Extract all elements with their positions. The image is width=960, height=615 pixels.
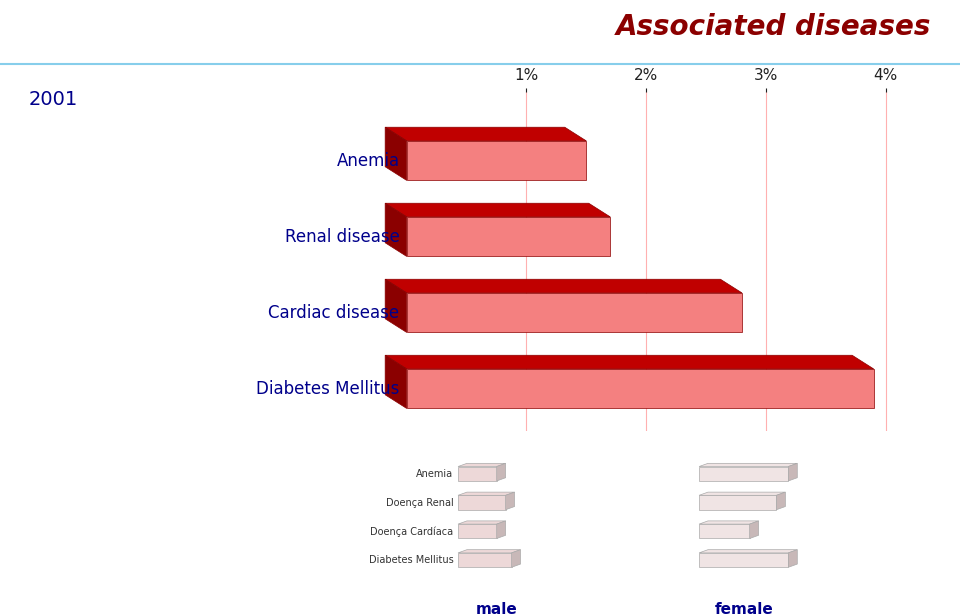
Polygon shape <box>699 550 797 553</box>
Text: female: female <box>714 603 773 615</box>
Polygon shape <box>385 355 407 408</box>
Bar <box>407 369 874 408</box>
Polygon shape <box>385 127 407 180</box>
Polygon shape <box>496 521 506 539</box>
Polygon shape <box>458 492 515 495</box>
Text: 2001: 2001 <box>29 90 78 109</box>
Polygon shape <box>385 279 742 293</box>
Polygon shape <box>385 279 407 333</box>
Polygon shape <box>788 463 797 481</box>
Text: Anemia: Anemia <box>336 152 399 170</box>
Bar <box>458 467 496 481</box>
Text: Renal disease: Renal disease <box>285 228 399 245</box>
Polygon shape <box>750 521 758 539</box>
Polygon shape <box>699 463 797 467</box>
Text: Doença Cardíaca: Doença Cardíaca <box>371 526 453 536</box>
Polygon shape <box>385 127 587 141</box>
Text: Diabetes Mellitus: Diabetes Mellitus <box>256 379 399 398</box>
Bar <box>458 524 496 539</box>
Polygon shape <box>458 550 520 553</box>
Polygon shape <box>458 463 506 467</box>
Polygon shape <box>496 463 506 481</box>
Polygon shape <box>699 492 785 495</box>
Bar <box>407 141 587 180</box>
Polygon shape <box>506 492 515 510</box>
Polygon shape <box>777 492 785 510</box>
Polygon shape <box>512 550 520 567</box>
Polygon shape <box>699 521 758 524</box>
Bar <box>407 217 611 256</box>
Bar <box>458 553 512 567</box>
Bar <box>699 495 777 510</box>
Bar <box>407 293 742 333</box>
Text: Anemia: Anemia <box>416 469 453 478</box>
Bar <box>699 467 788 481</box>
Polygon shape <box>385 203 611 217</box>
Polygon shape <box>788 550 797 567</box>
Polygon shape <box>385 355 874 369</box>
Text: Cardiac disease: Cardiac disease <box>269 304 399 322</box>
Text: male: male <box>476 603 517 615</box>
Polygon shape <box>458 521 506 524</box>
Text: Associated diseases: Associated diseases <box>615 13 931 41</box>
Text: Diabetes Mellitus: Diabetes Mellitus <box>369 555 453 565</box>
Text: Doença Renal: Doença Renal <box>386 498 453 507</box>
Bar <box>699 524 750 539</box>
Bar <box>699 553 788 567</box>
Polygon shape <box>385 203 407 256</box>
Bar <box>458 495 506 510</box>
